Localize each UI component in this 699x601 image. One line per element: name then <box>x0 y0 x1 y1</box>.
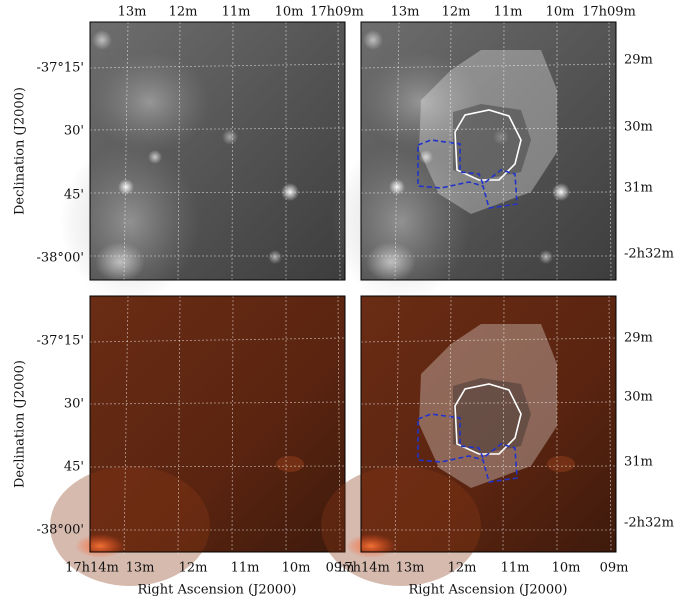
right-tick-label: 30m <box>624 390 653 405</box>
left-tick-label: 30' <box>64 397 84 412</box>
bottom-tick-label: 09m <box>600 561 629 576</box>
bottom-tick-label: 11m <box>501 561 530 576</box>
right-tick-label: 31m <box>624 455 653 470</box>
bottom-tick-label: 13m <box>396 561 425 576</box>
y-axis-title: Declination (J2000) <box>13 360 28 488</box>
left-tick-label: 45' <box>64 460 84 475</box>
bottom-tick-label: 17h14m <box>65 561 119 576</box>
bottom-tick-label: 11m <box>231 561 260 576</box>
right-tick-label: -2h32m <box>624 516 674 531</box>
left-tick-label: -38°00' <box>36 523 84 538</box>
right-tick-label: 30m <box>624 120 653 135</box>
top-tick-label: 13m <box>118 5 147 20</box>
x-axis-title: Right Ascension (J2000) <box>408 583 567 598</box>
right-tick-label: 31m <box>624 181 653 196</box>
top-tick-label: 10m <box>546 5 575 20</box>
right-tick-label: 29m <box>624 53 653 68</box>
left-tick-label: 45' <box>64 188 84 203</box>
top-tick-label: 17h09m <box>310 5 364 20</box>
top-tick-label: 12m <box>169 5 198 20</box>
y-axis-title: Declination (J2000) <box>13 87 28 215</box>
left-tick-label: 30' <box>64 124 84 139</box>
panel-top-right <box>331 22 616 302</box>
bottom-tick-label: 12m <box>448 561 477 576</box>
top-tick-label: 11m <box>494 5 523 20</box>
top-tick-label: 17h09m <box>582 5 636 20</box>
panel-bottom-right <box>321 296 616 586</box>
right-tick-label: -2h32m <box>624 247 674 262</box>
right-tick-label: 29m <box>624 331 653 346</box>
top-tick-label: 12m <box>442 5 471 20</box>
bottom-tick-label: 13m <box>126 561 155 576</box>
x-axis-title: Right Ascension (J2000) <box>137 583 296 598</box>
left-tick-label: -38°00' <box>36 251 84 266</box>
left-tick-label: -37°15' <box>36 61 84 76</box>
panel-top-left <box>60 22 345 302</box>
top-tick-label: 13m <box>391 5 420 20</box>
bottom-tick-label: 17h14m <box>336 561 390 576</box>
panel-bottom-left <box>50 296 345 586</box>
top-tick-label: 10m <box>275 5 304 20</box>
figure: Declination (J2000) Declination (J2000) … <box>0 0 699 601</box>
bottom-tick-label: 10m <box>552 561 581 576</box>
left-tick-label: -37°15' <box>36 334 84 349</box>
top-tick-label: 11m <box>222 5 251 20</box>
bottom-tick-label: 10m <box>282 561 311 576</box>
bottom-tick-label: 12m <box>179 561 208 576</box>
